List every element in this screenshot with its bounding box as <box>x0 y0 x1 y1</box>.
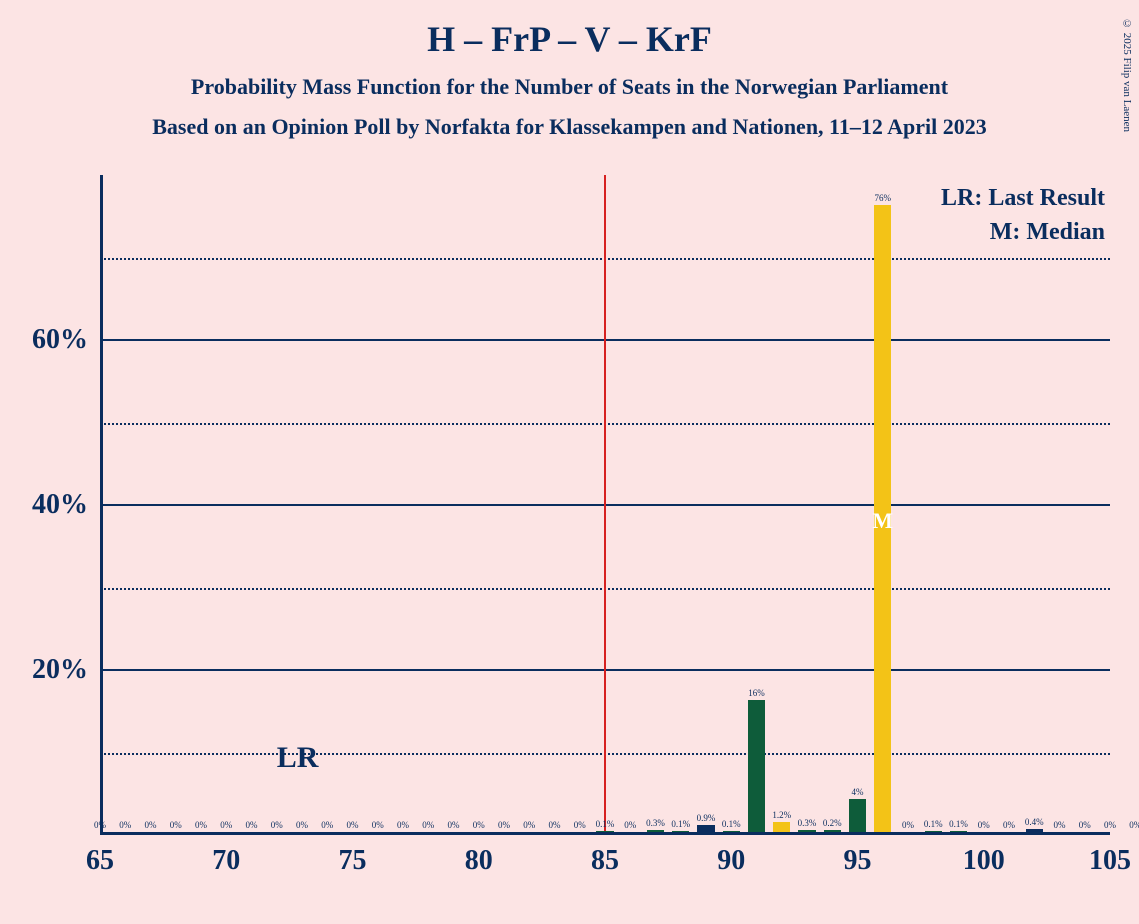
chart-bar <box>849 799 866 832</box>
chart-subtitle-2: Based on an Opinion Poll by Norfakta for… <box>0 100 1139 140</box>
bar-value-label: 0% <box>448 820 460 830</box>
bar-value-label: 0% <box>220 820 232 830</box>
bar-value-label: 0% <box>549 820 561 830</box>
bar-value-label: 4% <box>852 787 864 797</box>
y-axis-label: 60% <box>32 324 88 356</box>
bar-value-label: 0.1% <box>949 819 968 829</box>
legend-lr: LR: Last Result <box>941 185 1105 212</box>
bar-value-label: 1.2% <box>772 810 791 820</box>
bar-value-label: 0.3% <box>798 818 817 828</box>
bar-value-label: 0% <box>296 820 308 830</box>
bar-value-label: 0% <box>902 820 914 830</box>
bar-value-label: 0% <box>978 820 990 830</box>
chart-bar <box>773 822 790 832</box>
bar-value-label: 0% <box>195 820 207 830</box>
bar-value-label: 0.1% <box>722 819 741 829</box>
x-axis-label: 65 <box>86 845 114 877</box>
bar-value-label: 0% <box>1129 820 1139 830</box>
bar-value-label: 0% <box>422 820 434 830</box>
bar-value-label: 0% <box>574 820 586 830</box>
y-axis-label: 20% <box>32 654 88 686</box>
chart-subtitle-1: Probability Mass Function for the Number… <box>0 60 1139 100</box>
legend-median: M: Median <box>990 219 1105 246</box>
chart-title: H – FrP – V – KrF <box>0 0 1139 60</box>
bar-value-label: 0% <box>397 820 409 830</box>
plot-area: 20%40%60%65707580859095100105LR0%0%0%0%0… <box>100 175 1110 835</box>
bar-value-label: 0.1% <box>924 819 943 829</box>
bar-value-label: 0.9% <box>697 813 716 823</box>
bar-value-label: 0.4% <box>1025 817 1044 827</box>
bar-value-label: 0% <box>1054 820 1066 830</box>
copyright-text: © 2025 Filip van Laenen <box>1121 18 1133 132</box>
x-axis-label: 85 <box>591 845 619 877</box>
bar-value-label: 0.1% <box>671 819 690 829</box>
bar-value-label: 0% <box>145 820 157 830</box>
bar-value-label: 0% <box>271 820 283 830</box>
bar-value-label: 0% <box>170 820 182 830</box>
bar-value-label: 0% <box>1079 820 1091 830</box>
bar-value-label: 0% <box>347 820 359 830</box>
bar-value-label: 0% <box>1003 820 1015 830</box>
bar-value-label: 0.2% <box>823 818 842 828</box>
bar-value-label: 0% <box>119 820 131 830</box>
x-axis-label: 75 <box>339 845 367 877</box>
last-result-line <box>604 175 606 835</box>
last-result-label: LR <box>277 741 319 775</box>
x-axis-label: 80 <box>465 845 493 877</box>
bar-value-label: 0% <box>498 820 510 830</box>
x-axis-label: 90 <box>717 845 745 877</box>
bar-value-label: 76% <box>875 193 892 203</box>
chart-area: 20%40%60%65707580859095100105LR0%0%0%0%0… <box>100 175 1110 835</box>
bar-value-label: 0% <box>1104 820 1116 830</box>
bar-value-label: 0% <box>523 820 535 830</box>
chart-bar <box>697 825 714 832</box>
y-axis-label: 40% <box>32 489 88 521</box>
y-axis <box>100 175 103 835</box>
x-axis-label: 70 <box>212 845 240 877</box>
x-axis-label: 105 <box>1089 845 1131 877</box>
bar-value-label: 0.1% <box>596 819 615 829</box>
bar-value-label: 0.3% <box>646 818 665 828</box>
bar-value-label: 0% <box>246 820 258 830</box>
chart-bar <box>748 700 765 832</box>
bar-value-label: 0% <box>473 820 485 830</box>
median-marker: M <box>872 508 893 534</box>
bar-value-label: 0% <box>624 820 636 830</box>
bar-value-label: 0% <box>321 820 333 830</box>
x-axis-label: 100 <box>963 845 1005 877</box>
x-axis <box>100 832 1110 835</box>
x-axis-label: 95 <box>844 845 872 877</box>
bar-value-label: 0% <box>372 820 384 830</box>
bar-value-label: 16% <box>748 688 765 698</box>
